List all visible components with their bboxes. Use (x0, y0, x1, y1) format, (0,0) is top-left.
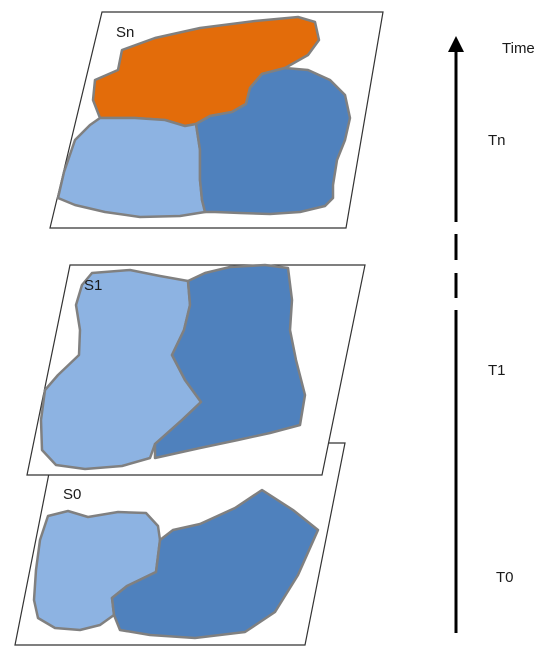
snapshot-label-s0: S0 (63, 486, 81, 503)
region-sn-light-blue (56, 116, 207, 219)
region-s0-dark-blue (110, 488, 320, 640)
region-sn-dark-blue (194, 66, 352, 216)
axis-tick-tn: Tn (488, 132, 506, 149)
axis-tick-t1: T1 (488, 362, 506, 379)
snapshot-label-sn: Sn (116, 24, 134, 41)
snapshot-s0: S0 (14, 442, 346, 646)
snapshot-sn: Sn (49, 11, 384, 229)
snapshot-s1: S1 (26, 263, 366, 476)
axis-title: Time (502, 40, 535, 57)
snapshot-label-s1: S1 (84, 277, 102, 294)
axis-arrowhead-icon (448, 36, 464, 52)
axis-tick-t0: T0 (496, 569, 514, 586)
region-s1-dark-blue (153, 263, 307, 460)
time-axis: Time Tn T1 T0 (448, 36, 535, 633)
